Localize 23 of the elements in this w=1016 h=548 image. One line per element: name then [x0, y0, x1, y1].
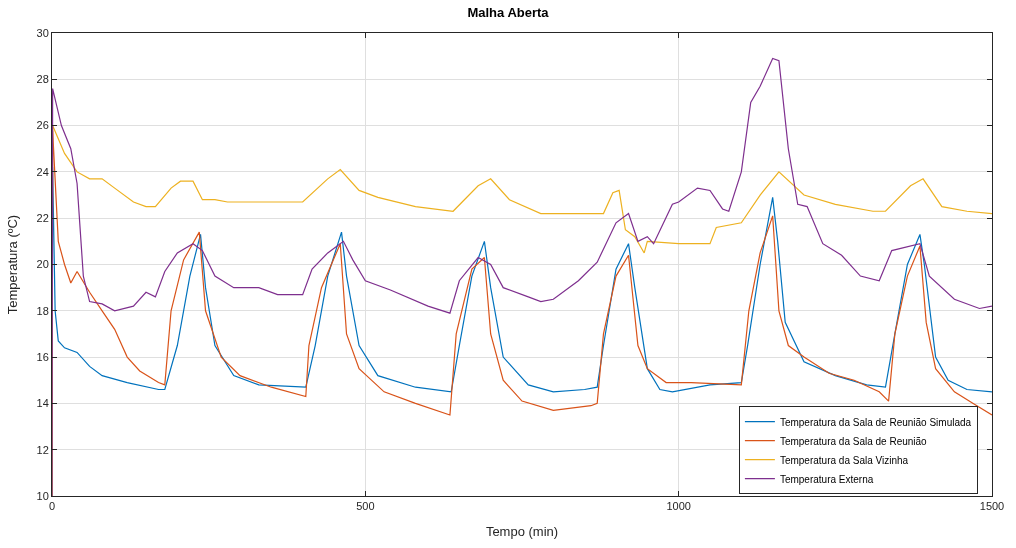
x-axis-title: Tempo (min) — [485, 523, 559, 539]
chart-title: Malha Aberta — [467, 5, 550, 21]
legend-label: Temperatura da Sala de Reunião — [779, 435, 928, 447]
y-tick-label: 24 — [36, 165, 49, 178]
line-series — [52, 57, 992, 496]
y-tick-label: 10 — [36, 489, 49, 502]
x-tick-label: 500 — [356, 500, 375, 513]
legend-label: Temperatura Externa — [779, 473, 874, 485]
x-tick-label: 0 — [48, 500, 56, 513]
legend-label: Temperatura da Sala Vizinha — [779, 454, 909, 466]
y-tick-label: 14 — [36, 397, 49, 410]
y-tick-label: 22 — [36, 212, 49, 225]
x-tick-label: 1000 — [666, 500, 691, 513]
x-tick-label: 1500 — [979, 500, 1005, 513]
y-tick-label: 28 — [36, 73, 49, 86]
y-tick-label: 26 — [36, 119, 49, 132]
y-tick-label: 16 — [36, 350, 49, 363]
legend-label: Temperatura da Sala de Reunião Simulada — [779, 416, 972, 428]
y-axis-title: Temperatura (ºC) — [5, 214, 21, 315]
y-tick-label: 12 — [36, 443, 49, 456]
y-tick-label: 30 — [36, 26, 49, 39]
y-tick-label: 18 — [36, 304, 49, 317]
y-tick-label: 20 — [36, 258, 49, 271]
